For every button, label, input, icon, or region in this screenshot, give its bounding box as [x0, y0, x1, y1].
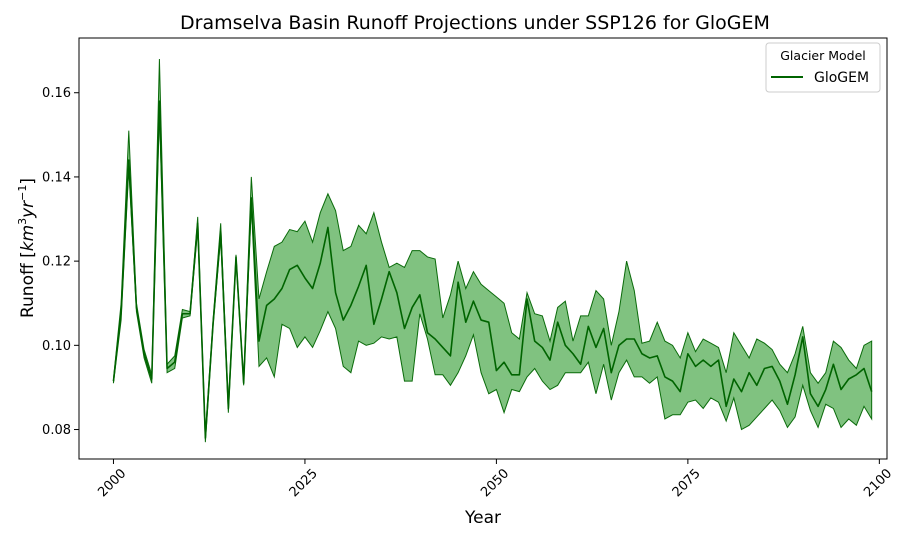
y-axis-title-unit-base: km [18, 225, 38, 251]
y-axis-title-unit-mid: yr [18, 200, 38, 219]
y-axis-title: Runoff [km3yr−1] [16, 178, 38, 318]
series-band-glogem [112, 59, 873, 443]
y-tick-label-4: 0.16 [42, 86, 71, 101]
plot-area [112, 59, 873, 443]
series-line-glogem [112, 100, 873, 439]
x-axis-title: Year [464, 508, 501, 528]
legend-box [765, 42, 881, 93]
chart-title: Dramselva Basin Runoff Projections under… [180, 12, 770, 34]
axes-frame [78, 37, 888, 460]
legend: Glacier Model GloGEM [765, 42, 881, 93]
y-axis-title-close: ] [18, 178, 38, 185]
y-axis-title-unit-exp1: 3 [16, 218, 29, 225]
legend-title: Glacier Model [780, 48, 866, 63]
y-tick-label-3: 0.14 [42, 170, 71, 185]
y-axis-title-unit-exp2: −1 [16, 185, 29, 201]
y-axis-title-main: Runoff [ [18, 251, 38, 318]
y-tick-label-2: 0.12 [42, 255, 71, 270]
y-tick-label-0: 0.08 [42, 423, 71, 438]
y-axis: 0.08 0.10 0.12 0.14 0.16 [42, 86, 79, 438]
y-tick-label-1: 0.10 [42, 339, 71, 354]
legend-label-glogem: GloGEM [814, 70, 869, 86]
